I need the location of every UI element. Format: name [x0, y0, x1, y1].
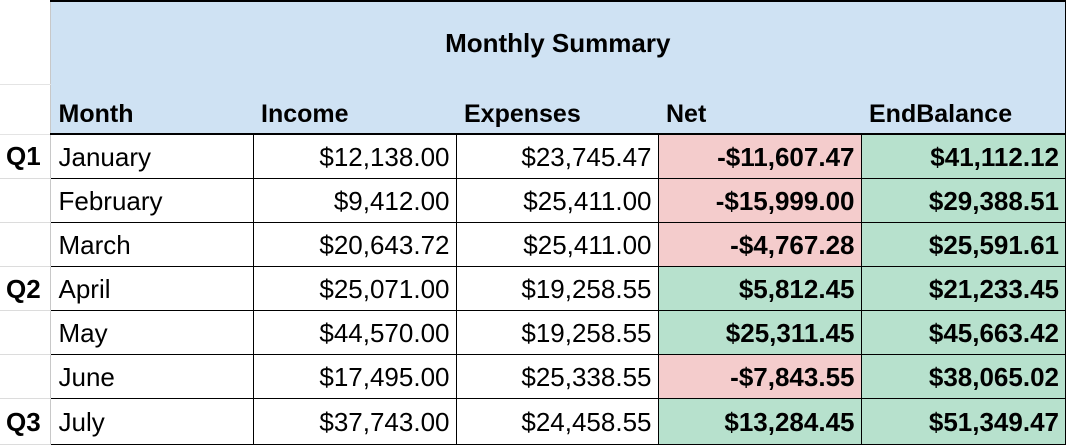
gutter-cell[interactable]	[0, 84, 51, 135]
month-cell[interactable]: March	[50, 222, 254, 267]
end-balance-cell[interactable]: $38,065.02	[861, 354, 1066, 399]
table-row: Q3 July $37,743.00 $24,458.55 $13,284.45 $51,…	[0, 398, 1066, 445]
month-cell[interactable]: July	[50, 398, 254, 445]
gutter-cell[interactable]	[0, 1, 51, 85]
quarter-label[interactable]	[0, 310, 51, 355]
end-balance-cell[interactable]: $41,112.12	[861, 134, 1066, 179]
month-cell[interactable]: May	[50, 310, 254, 355]
header-net[interactable]: Net	[658, 84, 861, 135]
data-rows: Q1 January $12,138.00 $23,745.47 -$11,607.47…	[0, 134, 1066, 445]
end-balance-cell[interactable]: $25,591.61	[861, 222, 1066, 267]
table-row: Q1 January $12,138.00 $23,745.47 -$11,607.47…	[0, 134, 1066, 179]
net-cell[interactable]: -$11,607.47	[658, 134, 862, 179]
month-cell[interactable]: April	[50, 266, 254, 311]
table-row: March $20,643.72 $25,411.00 -$4,767.28 $25,5…	[0, 222, 1066, 267]
sheet-title[interactable]: Monthly Summary	[50, 0, 1066, 84]
header-month[interactable]: Month	[50, 84, 253, 135]
income-cell[interactable]: $9,412.00	[253, 178, 457, 223]
quarter-label[interactable]: Q3	[0, 398, 51, 445]
expenses-cell[interactable]: $25,411.00	[456, 222, 659, 267]
expenses-cell[interactable]: $24,458.55	[456, 398, 659, 445]
month-cell[interactable]: February	[50, 178, 254, 223]
table-row: May $44,570.00 $19,258.55 $25,311.45 $45,663…	[0, 310, 1066, 355]
income-cell[interactable]: $20,643.72	[253, 222, 457, 267]
income-cell[interactable]: $37,743.00	[253, 398, 457, 445]
net-cell[interactable]: $25,311.45	[658, 310, 862, 355]
expenses-cell[interactable]: $25,338.55	[456, 354, 659, 399]
title-row: Monthly Summary	[0, 0, 1066, 85]
header-end-balance[interactable]: EndBalance	[861, 84, 1066, 135]
header-expenses[interactable]: Expenses	[456, 84, 658, 135]
net-cell[interactable]: -$7,843.55	[658, 354, 862, 399]
quarter-label[interactable]	[0, 354, 51, 399]
month-cell[interactable]: January	[50, 134, 254, 179]
expenses-cell[interactable]: $23,745.47	[456, 134, 659, 179]
end-balance-cell[interactable]: $51,349.47	[861, 398, 1066, 445]
table-row: February $9,412.00 $25,411.00 -$15,999.00 $2…	[0, 178, 1066, 223]
month-cell[interactable]: June	[50, 354, 254, 399]
net-cell[interactable]: -$15,999.00	[658, 178, 862, 223]
quarter-label[interactable]	[0, 222, 51, 267]
income-cell[interactable]: $12,138.00	[253, 134, 457, 179]
expenses-cell[interactable]: $19,258.55	[456, 310, 659, 355]
expenses-cell[interactable]: $19,258.55	[456, 266, 659, 311]
income-cell[interactable]: $25,071.00	[253, 266, 457, 311]
quarter-label[interactable]	[0, 178, 51, 223]
quarter-label[interactable]: Q2	[0, 266, 51, 311]
expenses-cell[interactable]: $25,411.00	[456, 178, 659, 223]
end-balance-cell[interactable]: $29,388.51	[861, 178, 1066, 223]
net-cell[interactable]: $13,284.45	[658, 398, 862, 445]
header-income[interactable]: Income	[253, 84, 456, 135]
net-cell[interactable]: $5,812.45	[658, 266, 862, 311]
income-cell[interactable]: $44,570.00	[253, 310, 457, 355]
end-balance-cell[interactable]: $45,663.42	[861, 310, 1066, 355]
table-row: Q2 April $25,071.00 $19,258.55 $5,812.45 $21,…	[0, 266, 1066, 311]
table-row: June $17,495.00 $25,338.55 -$7,843.55 $38,06…	[0, 354, 1066, 399]
header-row: Month Income Expenses Net EndBalance	[0, 84, 1066, 135]
net-cell[interactable]: -$4,767.28	[658, 222, 862, 267]
quarter-label[interactable]: Q1	[0, 134, 51, 179]
end-balance-cell[interactable]: $21,233.45	[861, 266, 1066, 311]
income-cell[interactable]: $17,495.00	[253, 354, 457, 399]
